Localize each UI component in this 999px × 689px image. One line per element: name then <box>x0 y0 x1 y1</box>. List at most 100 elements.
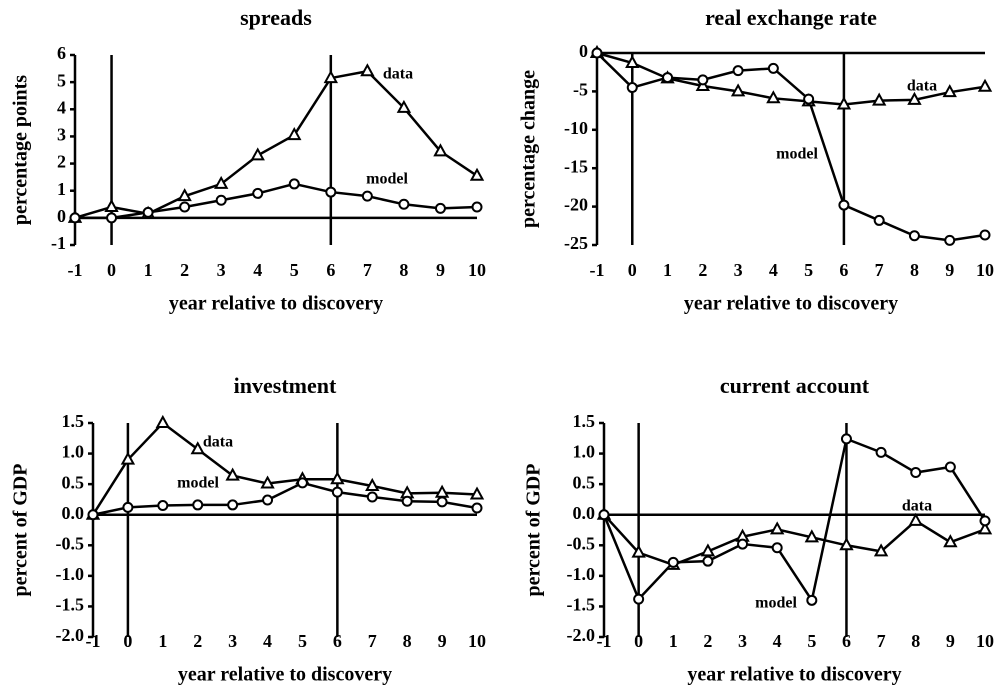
y-tick-label: -1.5 <box>56 595 85 615</box>
x-tick-label: 10 <box>976 260 994 280</box>
marker <box>104 198 119 212</box>
marker <box>260 475 275 489</box>
marker <box>361 190 373 202</box>
x-tick-label: 9 <box>436 260 445 280</box>
x-tick-label: 5 <box>298 631 307 651</box>
y-tick-label: -25 <box>564 233 588 253</box>
y-tick-label: -0.5 <box>56 533 85 553</box>
x-tick-label: 5 <box>804 260 813 280</box>
marker <box>433 143 448 157</box>
x-tick-label: 8 <box>399 260 408 280</box>
marker <box>398 198 410 210</box>
marker <box>631 544 646 558</box>
marker <box>908 230 920 242</box>
marker <box>979 229 991 241</box>
y-tick-label: 0.5 <box>62 472 85 492</box>
series-line <box>74 69 478 220</box>
x-tick-label: 8 <box>911 631 920 651</box>
marker <box>910 467 922 479</box>
marker <box>700 543 716 557</box>
marker <box>836 96 852 110</box>
marker <box>732 65 744 77</box>
marker <box>330 471 345 485</box>
y-tick-label: -1 <box>51 233 66 253</box>
x-tick-label: 0 <box>107 260 116 280</box>
marker <box>360 63 375 77</box>
marker <box>155 414 171 428</box>
x-tick-label: 0 <box>634 631 643 651</box>
marker <box>908 512 923 526</box>
marker <box>69 212 81 224</box>
marker <box>401 495 413 507</box>
x-tick-label: 3 <box>734 260 743 280</box>
marker <box>179 201 191 213</box>
marker <box>840 433 852 445</box>
panel: real exchange rate year relative to disco… <box>518 5 994 315</box>
marker <box>225 467 240 481</box>
marker <box>250 147 265 161</box>
marker <box>190 441 205 455</box>
marker <box>697 74 709 86</box>
marker <box>157 500 169 512</box>
x-tick-label: 3 <box>228 631 237 651</box>
marker <box>331 486 343 498</box>
y-tick-label: -20 <box>564 195 588 215</box>
marker <box>469 486 485 500</box>
y-tick-label: -1.0 <box>56 564 85 584</box>
marker <box>120 451 136 465</box>
x-tick-label: 0 <box>123 631 132 651</box>
marker <box>366 491 378 503</box>
marker <box>944 234 956 246</box>
series-label: data <box>907 78 937 95</box>
marker <box>633 593 645 605</box>
marker <box>288 178 300 190</box>
marker <box>436 496 448 508</box>
x-tick-label: 9 <box>945 260 954 280</box>
y-tick-label: -1.0 <box>567 564 596 584</box>
marker <box>323 69 339 84</box>
series-line <box>603 513 986 567</box>
y-tick-label: 0 <box>57 206 66 226</box>
marker <box>227 499 239 511</box>
y-tick-label: -15 <box>564 156 588 176</box>
series-label: model <box>755 595 797 612</box>
marker <box>979 515 991 527</box>
x-axis-label: year relative to discovery <box>684 293 898 315</box>
x-tick-label: 3 <box>738 631 747 651</box>
marker <box>192 499 204 511</box>
marker <box>262 494 274 506</box>
marker <box>287 126 302 141</box>
y-tick-label: 0.0 <box>62 503 85 523</box>
marker <box>907 91 922 105</box>
marker <box>771 542 783 554</box>
marker <box>806 594 818 606</box>
marker <box>591 47 603 59</box>
x-axis-label: year relative to discovery <box>687 664 901 686</box>
marker <box>471 201 483 213</box>
x-tick-label: -1 <box>86 631 101 651</box>
y-tick-label: -0.5 <box>567 533 596 553</box>
x-tick-label: -1 <box>590 260 605 280</box>
marker <box>769 521 785 535</box>
y-tick-label: 1.0 <box>573 442 596 462</box>
marker <box>730 83 746 97</box>
marker <box>471 502 483 514</box>
y-tick-label: 2 <box>57 152 66 172</box>
marker <box>213 175 229 189</box>
marker <box>803 93 815 105</box>
chart-title: spreads <box>240 5 312 30</box>
y-tick-label: 0.0 <box>573 503 596 523</box>
x-tick-label: 0 <box>628 260 637 280</box>
marker <box>873 543 889 557</box>
marker <box>662 72 674 84</box>
marker <box>838 199 850 211</box>
marker <box>365 477 380 491</box>
marker <box>944 461 956 473</box>
x-tick-label: 4 <box>263 631 272 651</box>
series-label: model <box>177 475 219 492</box>
y-tick-label: 1.5 <box>62 411 85 431</box>
x-tick-label: 2 <box>180 260 189 280</box>
x-tick-label: 4 <box>769 260 778 280</box>
x-axis-label: year relative to discovery <box>169 293 383 315</box>
x-tick-label: 1 <box>158 631 167 651</box>
